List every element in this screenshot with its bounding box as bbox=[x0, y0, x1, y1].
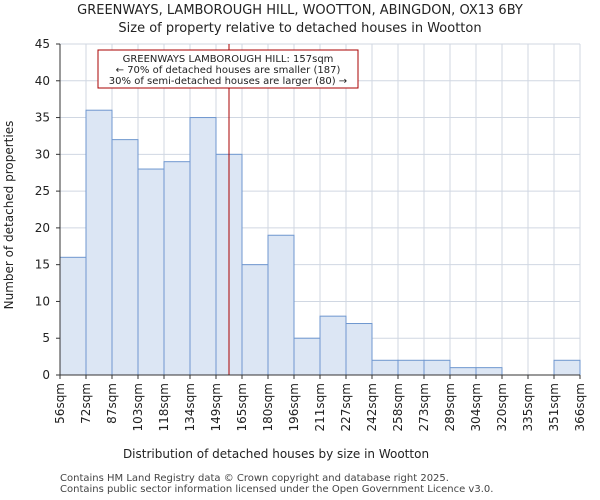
bar bbox=[163, 161, 191, 376]
x-tick-label: 258sqm bbox=[391, 383, 405, 431]
y-axis-label: Number of detached properties bbox=[2, 121, 16, 310]
chart-subtitle: Size of property relative to detached ho… bbox=[118, 21, 481, 36]
x-tick-label: 134sqm bbox=[183, 383, 197, 431]
annotation-line-1: GREENWAYS LAMBOROUGH HILL: 157sqm bbox=[123, 54, 334, 65]
bar bbox=[85, 109, 113, 376]
chart-title: GREENWAYS, LAMBOROUGH HILL, WOOTTON, ABI… bbox=[77, 3, 523, 18]
bar bbox=[267, 234, 295, 376]
x-tick-label: 149sqm bbox=[209, 383, 223, 431]
bar bbox=[111, 139, 139, 376]
annotation-line-2: ← 70% of detached houses are smaller (18… bbox=[116, 65, 341, 76]
x-axis-label: Distribution of detached houses by size … bbox=[123, 447, 429, 461]
y-tick-label: 30 bbox=[35, 147, 50, 161]
x-tick-label: 289sqm bbox=[443, 383, 457, 431]
y-tick-label: 15 bbox=[35, 258, 50, 272]
bar bbox=[475, 367, 503, 376]
x-tick-label: 304sqm bbox=[469, 383, 483, 431]
y-tick-label: 40 bbox=[35, 74, 50, 88]
bar bbox=[293, 337, 321, 376]
bar bbox=[345, 323, 373, 376]
x-tick-label: 320sqm bbox=[495, 383, 509, 431]
x-tick-label: 366sqm bbox=[573, 383, 587, 431]
x-tick-label: 72sqm bbox=[79, 383, 93, 424]
x-tick-label: 196sqm bbox=[287, 383, 301, 431]
y-tick-label: 0 bbox=[42, 368, 50, 382]
bar bbox=[319, 315, 347, 376]
annotation-line-3: 30% of semi-detached houses are larger (… bbox=[109, 76, 347, 87]
x-tick-label: 118sqm bbox=[157, 383, 171, 431]
bar bbox=[59, 256, 87, 376]
x-tick-label: 242sqm bbox=[365, 383, 379, 431]
y-tick-label: 10 bbox=[35, 294, 50, 308]
x-tick-label: 103sqm bbox=[131, 383, 145, 431]
x-tick-label: 335sqm bbox=[521, 383, 535, 431]
x-tick-label: 227sqm bbox=[339, 383, 353, 431]
axes: 0 5 10 15 20 25 30 35 40 45 56sqm 72sqm 87sqm 103sqm 1… bbox=[35, 37, 587, 431]
footer-line-2: Contains public sector information licen… bbox=[60, 484, 494, 495]
y-tick-label: 35 bbox=[35, 111, 50, 125]
bar bbox=[137, 168, 165, 376]
bar bbox=[397, 359, 425, 376]
x-tick-label: 180sqm bbox=[261, 383, 275, 431]
y-tick-label: 25 bbox=[35, 184, 50, 198]
x-tick-label: 273sqm bbox=[417, 383, 431, 431]
bar bbox=[371, 359, 399, 376]
annotation-frame bbox=[97, 49, 359, 89]
x-tick-label: 87sqm bbox=[105, 383, 119, 424]
y-tick-label: 45 bbox=[35, 37, 50, 51]
x-tick-label: 165sqm bbox=[235, 383, 249, 431]
bar bbox=[241, 264, 269, 376]
bar bbox=[423, 359, 451, 376]
annotation-box: GREENWAYS LAMBOROUGH HILL: 157sqm ← 70% … bbox=[97, 49, 359, 89]
x-tick-label: 56sqm bbox=[53, 383, 67, 424]
y-tick-label: 5 bbox=[42, 331, 50, 345]
bars bbox=[59, 109, 581, 376]
footer-line-1: Contains HM Land Registry data © Crown c… bbox=[60, 473, 449, 484]
bar bbox=[189, 117, 217, 376]
x-tick-label: 211sqm bbox=[313, 383, 327, 431]
x-tick-label: 351sqm bbox=[547, 383, 561, 431]
bar bbox=[449, 367, 477, 376]
y-tick-label: 20 bbox=[35, 221, 50, 235]
bar bbox=[553, 359, 581, 376]
